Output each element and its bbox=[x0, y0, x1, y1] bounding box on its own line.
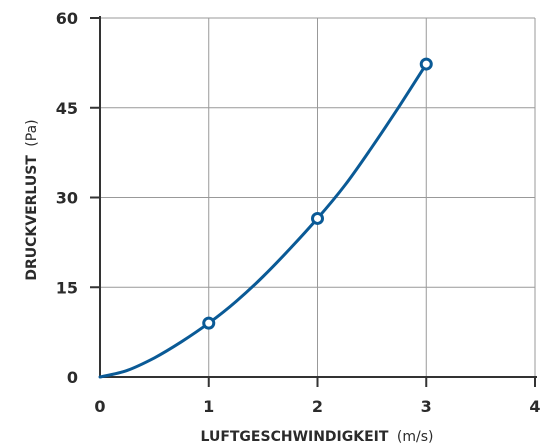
x-tick-label-0: 0 bbox=[94, 397, 105, 416]
data-point-3 bbox=[419, 57, 433, 71]
y-axis-title-main: DRUCKVERLUST bbox=[24, 155, 40, 281]
series bbox=[98, 57, 433, 379]
tick-labels: 0 15 30 45 60 0 1 2 3 4 bbox=[56, 9, 541, 416]
x-axis-title: LUFTGESCHWINDIGKEIT (m/s) bbox=[201, 429, 434, 445]
y-tick-label-15: 15 bbox=[56, 278, 78, 297]
x-axis-title-main: LUFTGESCHWINDIGKEIT bbox=[201, 429, 389, 445]
x-tick-label-1: 1 bbox=[203, 397, 214, 416]
y-tick-label-60: 60 bbox=[56, 9, 78, 28]
y-axis-title: DRUCKVERLUST (Pa) bbox=[24, 119, 40, 280]
y-tick-label-30: 30 bbox=[56, 189, 78, 208]
data-point-1 bbox=[202, 316, 216, 330]
y-tick-label-0: 0 bbox=[67, 368, 78, 387]
x-tick-label-2: 2 bbox=[312, 397, 323, 416]
axes bbox=[90, 16, 537, 387]
x-tick-label-4: 4 bbox=[529, 397, 540, 416]
data-point-2 bbox=[311, 211, 324, 225]
y-axis-title-unit: (Pa) bbox=[24, 119, 40, 146]
grid bbox=[100, 17, 536, 377]
x-axis-title-unit: (m/s) bbox=[397, 429, 434, 445]
x-tick-label-3: 3 bbox=[421, 397, 432, 416]
series-line-0 bbox=[98, 62, 428, 379]
y-tick-label-45: 45 bbox=[56, 99, 78, 118]
